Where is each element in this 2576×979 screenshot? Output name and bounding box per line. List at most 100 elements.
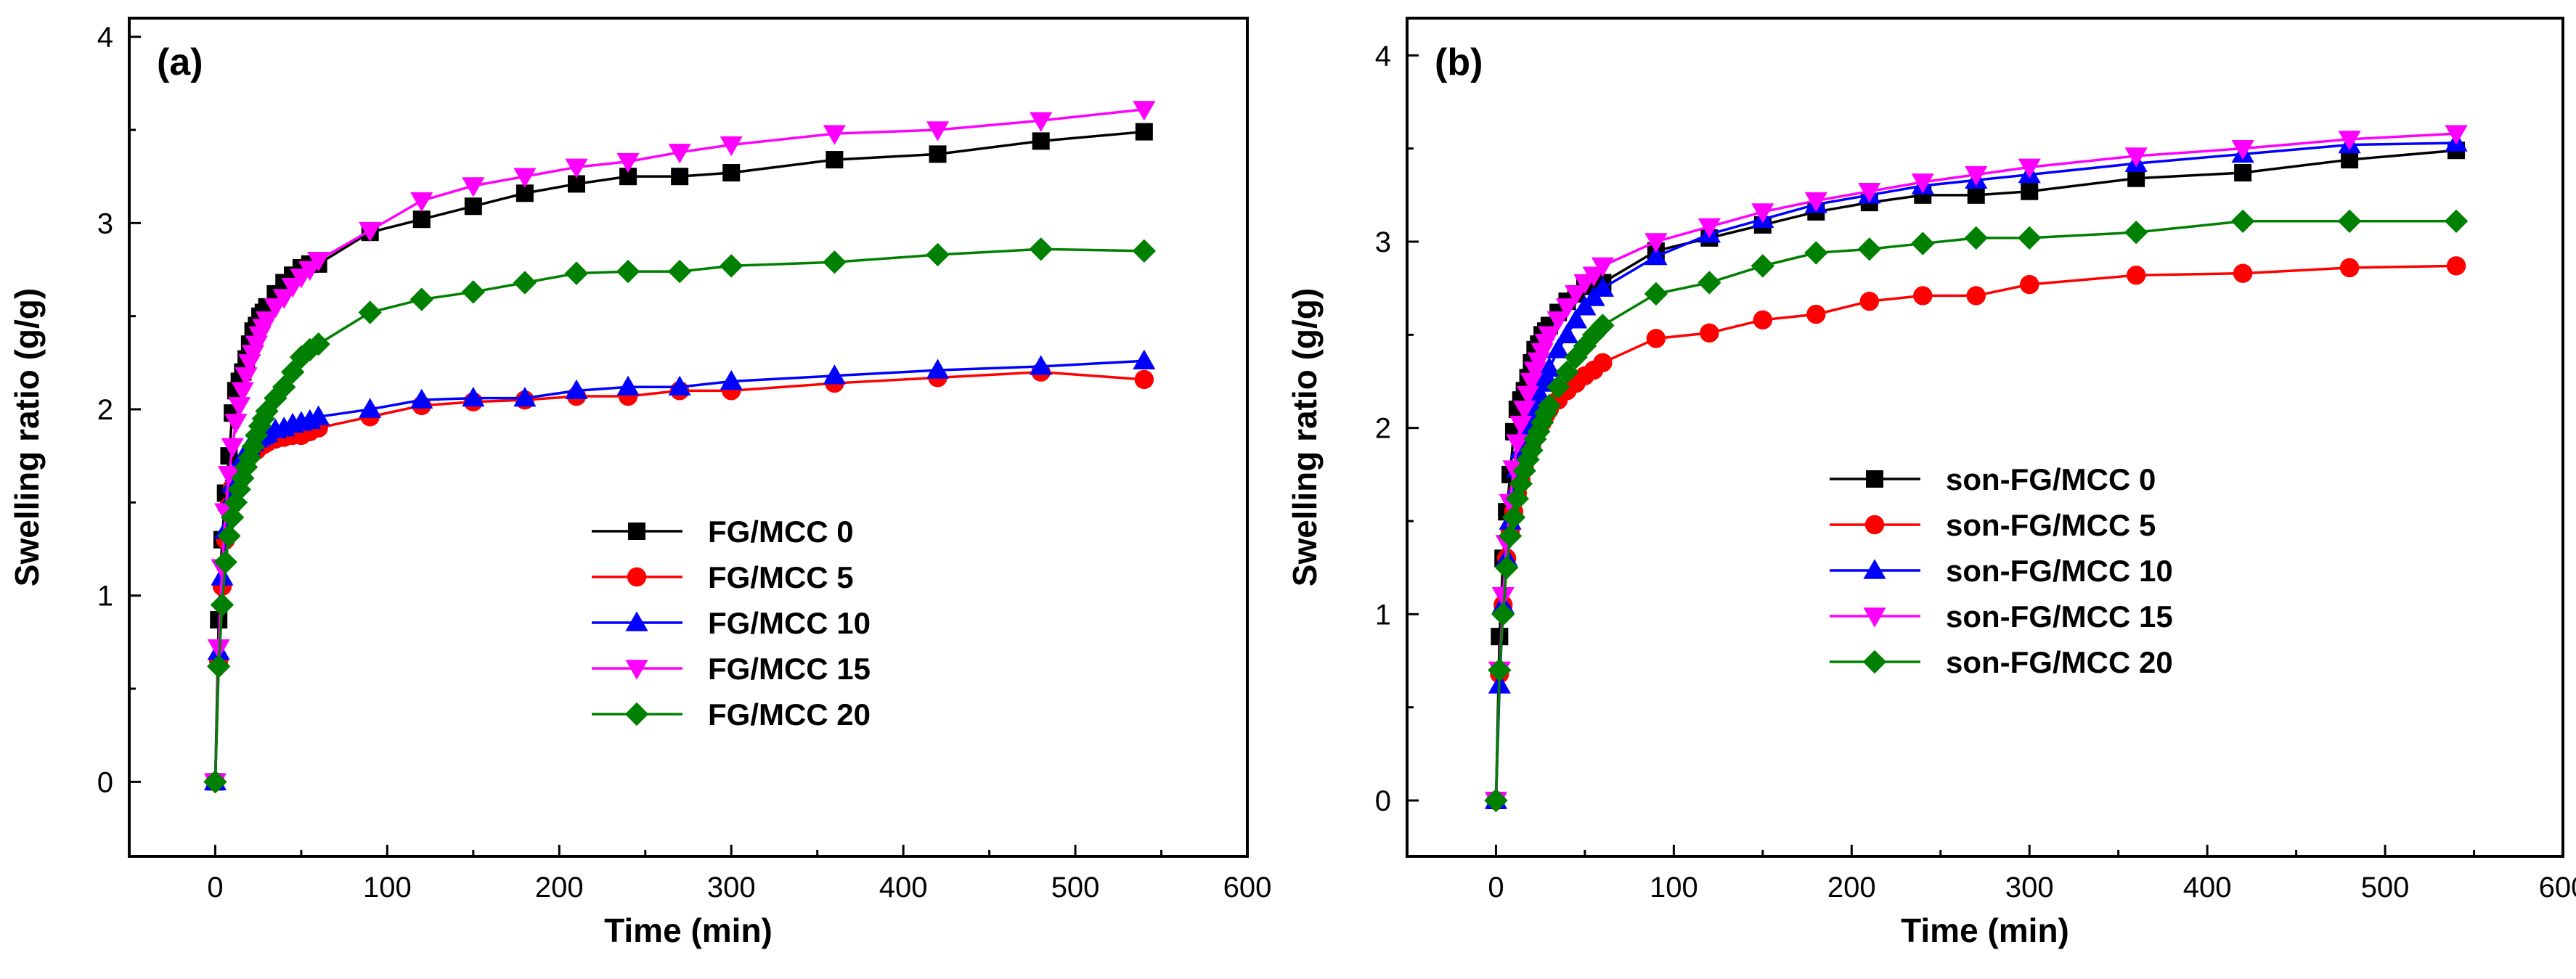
series-4 (1484, 209, 2469, 813)
data-point (2338, 131, 2361, 151)
data-point (1591, 314, 1615, 337)
x-axis-title: Time (min) (604, 912, 773, 949)
data-point (1804, 241, 1828, 265)
data-point (255, 311, 279, 332)
legend-marker (627, 567, 647, 587)
x-tick-label: 200 (1827, 872, 1876, 904)
legend-marker (624, 702, 649, 726)
data-point (221, 438, 244, 458)
data-point (1501, 505, 1526, 530)
data-point (1644, 282, 1668, 306)
data-point (1546, 375, 1570, 399)
data-point (462, 387, 485, 407)
data-point (720, 369, 743, 390)
data-point (1506, 434, 1529, 454)
legend-label: son-FG/MCC 20 (1946, 645, 2173, 679)
data-point (1491, 586, 1515, 607)
data-point (1520, 372, 1544, 393)
legend-marker (1863, 559, 1886, 579)
chart-panel-a: 0 100 200 300 400 500 600 0 1 2 3 4 Time (min) Swelli… (8, 17, 1272, 949)
series-2 (203, 349, 1156, 791)
y-tick-label: 3 (1375, 226, 1391, 258)
data-point (720, 136, 743, 157)
series-line (213, 130, 1145, 782)
plot-frame (128, 17, 1249, 858)
data-point (280, 360, 305, 384)
data-point (2126, 266, 2146, 285)
data-point (1697, 218, 1721, 239)
data-point (217, 466, 241, 486)
legend-marker (1864, 515, 1885, 535)
legend-marker (1862, 650, 1887, 674)
data-point (513, 387, 537, 407)
data-point (217, 524, 241, 548)
x-tick-label: 600 (1223, 872, 1272, 904)
data-point (235, 367, 258, 388)
data-point (2124, 220, 2148, 245)
data-point (1509, 415, 1533, 436)
legend: FG/MCC 0 FG/MCC 5 FG/MCC 10 FG/MCC 15 FG/MCC… (592, 515, 871, 732)
data-point (307, 405, 330, 425)
data-point (410, 388, 433, 409)
data-point (2234, 164, 2252, 182)
data-point (1555, 360, 1579, 384)
y-tick-label: 4 (97, 22, 113, 54)
data-point (513, 271, 537, 295)
x-axis-title: Time (min) (1901, 912, 2069, 949)
data-point (307, 251, 330, 272)
data-point (272, 375, 296, 399)
data-point (926, 121, 950, 142)
data-point (720, 254, 743, 278)
data-point (231, 382, 254, 402)
data-point (1964, 226, 1988, 250)
data-point (2445, 125, 2468, 145)
data-point (1491, 628, 1509, 646)
legend-marker (1863, 607, 1886, 628)
y-tick-label: 1 (97, 581, 113, 613)
data-point (1546, 311, 1570, 332)
x-tick-label: 400 (2183, 872, 2232, 904)
y-tick-label: 1 (1375, 599, 1391, 631)
data-point (1593, 353, 1613, 373)
data-point (823, 125, 846, 145)
data-point (1555, 323, 1579, 344)
data-point (671, 168, 689, 186)
series-0 (206, 123, 1153, 791)
data-point (1134, 369, 1154, 390)
data-point (2020, 274, 2039, 295)
data-point (1750, 254, 1775, 278)
legend-label: son-FG/MCC 5 (1946, 508, 2156, 542)
data-point (823, 364, 846, 385)
data-point (1516, 385, 1540, 406)
data-point (358, 300, 382, 324)
data-point (1591, 257, 1615, 277)
chart-panel-b: 0 100 200 300 400 500 600 0 1 2 3 4 Time (min) Swelli… (1286, 17, 2576, 949)
data-point (1491, 602, 1515, 626)
x-tick-label: 0 (1488, 872, 1504, 904)
data-point (926, 359, 950, 379)
data-point (926, 242, 950, 267)
data-point (359, 221, 382, 242)
data-point (1753, 310, 1773, 329)
data-point (2230, 209, 2255, 233)
data-point (1538, 326, 1561, 346)
data-point (1516, 448, 1540, 472)
data-point (2339, 258, 2360, 278)
legend: son-FG/MCC 0 son-FG/MCC 5 son-FG/MCC 10 son… (1830, 462, 2173, 679)
data-point (513, 168, 537, 188)
x-tick-label: 0 (207, 872, 223, 904)
data-point (462, 177, 485, 197)
x-tick-label: 300 (2005, 872, 2054, 904)
data-point (565, 379, 588, 400)
data-point (722, 164, 741, 182)
legend-marker (628, 523, 645, 540)
data-point (409, 287, 433, 311)
data-point (1644, 245, 1668, 266)
data-point (1530, 410, 1554, 435)
y-tick-label: 3 (97, 208, 113, 239)
legend-label: FG/MCC 10 (708, 606, 871, 640)
data-point (2444, 209, 2469, 233)
legend-label: son-FG/MCC 10 (1946, 554, 2173, 588)
data-point (1498, 524, 1523, 548)
legend-label: son-FG/MCC 15 (1946, 599, 2173, 634)
